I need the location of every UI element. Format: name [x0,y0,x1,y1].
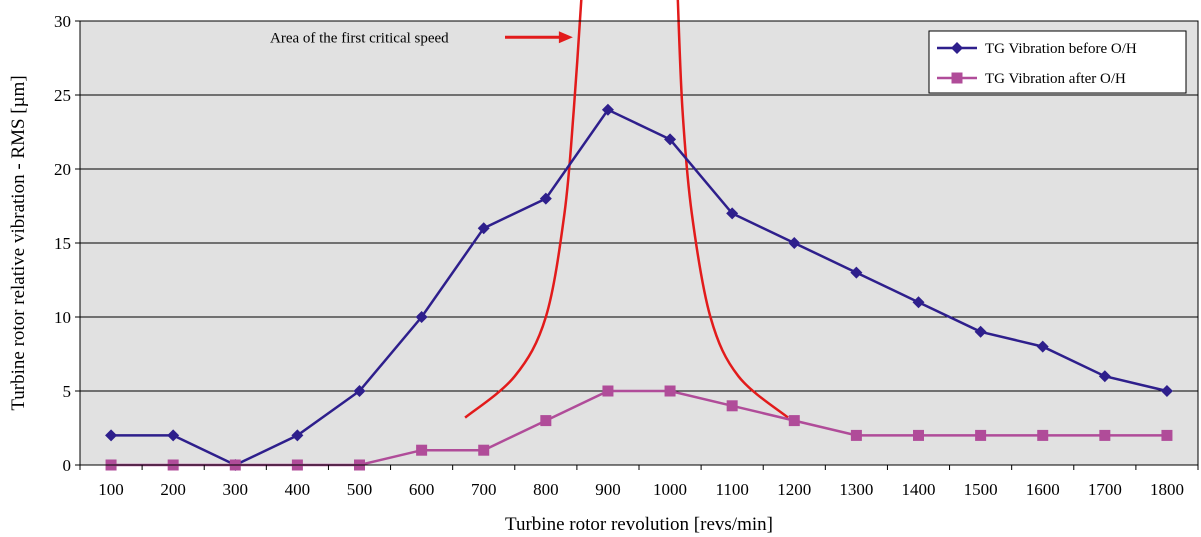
legend-label: TG Vibration before O/H [985,41,1137,57]
data-point [539,192,552,205]
data-point [1098,370,1111,383]
y-tick-label: 5 [63,382,72,401]
critical-speed-curve-right [676,0,789,419]
data-point [788,415,800,427]
data-point [353,385,366,397]
data-point [664,385,676,397]
data-point [416,444,428,456]
data-point [105,429,118,442]
x-tick-label: 1000 [653,480,687,499]
data-point [913,429,924,441]
x-tick-label: 800 [533,480,559,499]
x-tick-label: 600 [409,480,435,499]
x-tick-label: 700 [471,480,497,499]
x-tick-label: 1600 [1026,480,1060,499]
data-series [105,103,1173,471]
x-tick-label: 300 [223,480,249,499]
legend-entry: TG Vibration after O/H [937,71,1126,87]
data-point [850,429,862,441]
critical-speed-arrowhead [558,31,573,44]
x-tick-label: 200 [160,480,186,499]
data-point [912,296,925,309]
legend-label: TG Vibration after O/H [985,71,1126,87]
data-point [788,237,801,249]
data-point [167,429,180,442]
data-point [975,429,987,441]
y-tick-label: 10 [54,308,71,327]
x-tick-label: 400 [285,480,311,499]
legend-marker [951,72,963,84]
data-point [478,444,490,456]
x-axis-title: Turbine rotor revolution [revs/min] [505,514,773,535]
y-tick-label: 15 [54,234,71,253]
data-point [602,385,614,397]
data-point [1036,340,1049,353]
legend-marker [951,42,963,54]
data-point [477,222,490,235]
series-line [111,108,1168,467]
data-point [974,325,987,338]
data-point [601,103,614,116]
x-tick-label: 100 [98,480,124,499]
axes: 0 5 10 15 20 25 30 100 200 300 400 500 600 700 800 900 1… [54,12,1199,499]
x-tick-label: 1300 [839,480,873,499]
legend-entry: TG Vibration before O/H [937,41,1137,57]
data-point [726,207,739,220]
x-tick-label: 1800 [1150,480,1184,499]
y-tick-label: 0 [63,456,72,475]
critical-speed-label: Area of the first critical speed [270,30,449,46]
data-point [1160,385,1173,397]
data-point [1099,429,1111,441]
x-tick-label: 500 [347,480,373,499]
data-point [540,415,552,427]
critical-speed-curve-left [464,0,583,419]
data-point [415,311,428,323]
data-point [664,133,677,146]
x-tick-label: 1200 [777,480,811,499]
legend: TG Vibration before O/H TG Vibration afte… [928,30,1187,94]
data-point [726,400,738,412]
x-tick-label: 1700 [1088,480,1122,499]
x-tick-label: 1100 [715,480,748,499]
x-tick-label: 1500 [964,480,998,499]
data-point [291,429,304,442]
x-tick-label: 900 [595,480,621,499]
data-point [1161,429,1173,441]
y-tick-label: 20 [54,160,71,179]
data-point [850,266,863,279]
data-point [1037,429,1049,441]
y-tick-label: 25 [54,86,71,105]
critical-speed-annotation [464,0,789,419]
x-tick-label: 1400 [902,480,936,499]
legend-box [928,30,1187,94]
y-tick-label: 30 [54,12,71,31]
y-axis-title: Turbine rotor relative vibration - RMS [… [8,75,29,410]
